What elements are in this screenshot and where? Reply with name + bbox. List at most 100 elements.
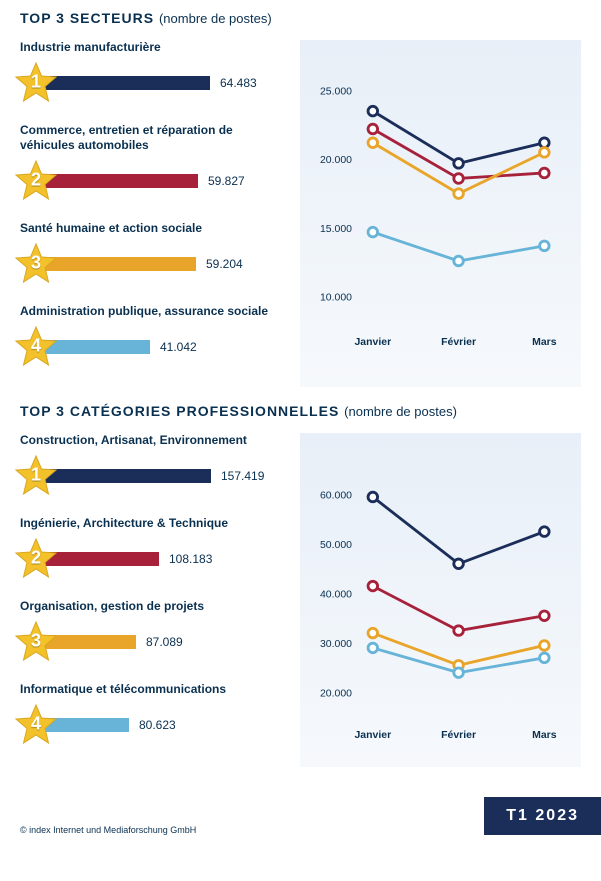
rank-star-icon: 3	[14, 242, 58, 286]
chart-categories: 20.000 30.000 40.000 50.000 60.000 Janvier Fév…	[312, 453, 569, 753]
rank-number: 1	[31, 464, 41, 485]
rank-star-icon: 1	[14, 454, 58, 498]
series-line	[373, 497, 545, 564]
bar-wrap: 80.623	[44, 718, 290, 732]
bar-value: 87.089	[146, 635, 183, 649]
footer: © index Internet und Mediaforschung GmbH…	[0, 767, 601, 847]
series-marker	[368, 581, 378, 591]
bar-row: 2 59.827	[20, 159, 290, 203]
y-tick-label: 30.000	[320, 639, 352, 650]
bar-label: Ingénierie, Architecture & Technique	[20, 516, 270, 531]
rank-number: 4	[31, 713, 41, 734]
period-badge: T1 2023	[484, 797, 601, 835]
chart-secteurs-container: 10.00015.00020.00025.000JanvierFévrierMa…	[300, 40, 581, 387]
bar-value: 157.419	[221, 469, 264, 483]
series-marker	[540, 611, 550, 621]
y-tick-label: 20.000	[320, 155, 352, 166]
bar-row: 3 59.204	[20, 242, 290, 286]
series-line	[373, 586, 545, 631]
rank-star-icon: 1	[14, 61, 58, 105]
series-marker	[368, 106, 378, 116]
x-tick-label: Mars	[532, 730, 557, 741]
bar-wrap: 59.827	[44, 174, 290, 188]
bar-row: 4 80.623	[20, 703, 290, 747]
series-marker	[540, 148, 550, 158]
series-marker	[368, 138, 378, 148]
x-tick-label: Mars	[532, 337, 557, 348]
panel-secteurs: Industrie manufacturière 1 64.483 Commer…	[20, 40, 581, 387]
rank-number: 3	[31, 252, 41, 273]
bar-label: Administration publique, assurance socia…	[20, 304, 270, 319]
y-tick-label: 40.000	[320, 589, 352, 600]
bar-item: Construction, Artisanat, Environnement 1…	[20, 433, 290, 498]
x-tick-label: Janvier	[354, 730, 391, 741]
title-sub: (nombre de postes)	[159, 11, 272, 26]
series-marker	[454, 159, 464, 169]
bar-row: 3 87.089	[20, 620, 290, 664]
bar-wrap: 41.042	[44, 340, 290, 354]
bar-wrap: 59.204	[44, 257, 290, 271]
bar-label: Santé humaine et action sociale	[20, 221, 270, 236]
bar-fill	[44, 552, 159, 566]
series-marker	[540, 138, 550, 148]
bar-fill	[44, 340, 150, 354]
bar-wrap: 87.089	[44, 635, 290, 649]
chart-secteurs: 10.00015.00020.00025.000JanvierFévrierMa…	[312, 60, 569, 360]
section-secteurs: TOP 3 SECTEURS (nombre de postes) Indust…	[0, 0, 601, 387]
bar-item: Administration publique, assurance socia…	[20, 304, 290, 369]
bar-label: Construction, Artisanat, Environnement	[20, 433, 270, 448]
bar-label: Informatique et télécommunications	[20, 682, 270, 697]
rank-star-icon: 2	[14, 537, 58, 581]
rank-star-icon: 2	[14, 159, 58, 203]
bar-value: 59.827	[208, 174, 245, 188]
bar-fill	[44, 469, 211, 483]
y-tick-label: 50.000	[320, 540, 352, 551]
y-tick-label: 60.000	[320, 490, 352, 501]
rank-star-icon: 4	[14, 703, 58, 747]
rank-number: 2	[31, 547, 41, 568]
series-line	[373, 111, 545, 163]
bar-value: 64.483	[220, 76, 257, 90]
bar-item: Industrie manufacturière 1 64.483	[20, 40, 290, 105]
series-marker	[540, 527, 550, 537]
series-marker	[368, 628, 378, 638]
y-tick-label: 20.000	[320, 688, 352, 699]
title-sub: (nombre de postes)	[344, 404, 457, 419]
bar-row: 4 41.042	[20, 325, 290, 369]
rank-star-icon: 3	[14, 620, 58, 664]
y-tick-label: 10.000	[320, 293, 352, 304]
bar-fill	[44, 257, 196, 271]
section-categories: TOP 3 CATÉGORIES PROFESSIONNELLES (nombr…	[0, 393, 601, 767]
x-tick-label: Janvier	[354, 337, 391, 348]
title-main: TOP 3 CATÉGORIES PROFESSIONNELLES	[20, 403, 339, 419]
panel-categories: Construction, Artisanat, Environnement 1…	[20, 433, 581, 767]
bar-label: Industrie manufacturière	[20, 40, 270, 55]
series-marker	[454, 559, 464, 569]
series-marker	[368, 227, 378, 237]
y-tick-label: 15.000	[320, 224, 352, 235]
bar-item: Commerce, entretien et réparation de véh…	[20, 123, 290, 203]
y-tick-label: 25.000	[320, 86, 352, 97]
series-marker	[540, 168, 550, 178]
bar-row: 1 64.483	[20, 61, 290, 105]
series-marker	[454, 626, 464, 636]
rank-number: 3	[31, 630, 41, 651]
series-marker	[454, 189, 464, 199]
bar-label: Commerce, entretien et réparation de véh…	[20, 123, 270, 153]
section-title-secteurs: TOP 3 SECTEURS (nombre de postes)	[20, 10, 581, 26]
x-tick-label: Février	[441, 730, 476, 741]
bar-label: Organisation, gestion de projets	[20, 599, 270, 614]
chart-categories-container: 20.000 30.000 40.000 50.000 60.000 Janvier Fév…	[300, 433, 581, 767]
bar-value: 41.042	[160, 340, 197, 354]
bar-item: Organisation, gestion de projets 3 87.08…	[20, 599, 290, 664]
bar-row: 1 157.419	[20, 454, 290, 498]
bar-value: 59.204	[206, 257, 243, 271]
bar-fill	[44, 174, 198, 188]
bar-fill	[44, 76, 210, 90]
page: TOP 3 SECTEURS (nombre de postes) Indust…	[0, 0, 601, 847]
series-line	[373, 129, 545, 178]
bar-item: Ingénierie, Architecture & Technique 2 1…	[20, 516, 290, 581]
bar-wrap: 157.419	[44, 469, 290, 483]
series-marker	[368, 643, 378, 653]
section-title-categories: TOP 3 CATÉGORIES PROFESSIONNELLES (nombr…	[20, 403, 581, 419]
